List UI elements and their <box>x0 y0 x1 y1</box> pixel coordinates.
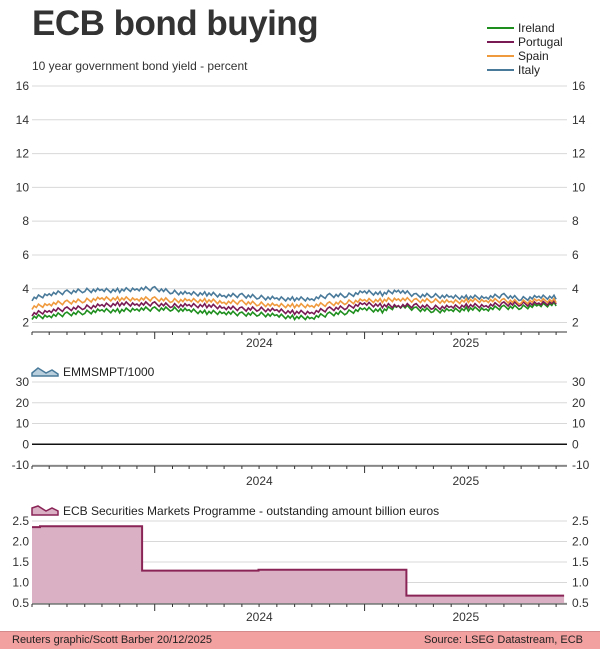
panel-2-x-label: 2025 <box>452 474 479 488</box>
panel-2-ytick-right: 0 <box>572 437 579 451</box>
panel-3-title: ECB Securities Markets Programme - outst… <box>63 504 439 518</box>
panel-1-ytick-left: 2 <box>22 316 29 330</box>
legend-label-ireland: Ireland <box>518 21 555 35</box>
panel-1-ytick-right: 12 <box>572 147 586 161</box>
panel-1-ytick-left: 16 <box>16 79 30 93</box>
panel-2-label-swatch <box>31 367 59 377</box>
panel-3-ytick-right: 2.5 <box>572 514 589 528</box>
panel-3-ytick-left: 2.5 <box>12 514 29 528</box>
series-line-italy <box>31 285 557 303</box>
panel-2-ytick-right: -10 <box>572 458 590 472</box>
panel-1-ytick-right: 8 <box>572 214 579 228</box>
legend-label-italy: Italy <box>518 63 541 77</box>
panel-2-ytick-left: 0 <box>22 437 29 451</box>
panel-3-ytick-left: 1.5 <box>12 555 29 569</box>
panel-1-ytick-right: 10 <box>572 180 586 194</box>
panel-3-label-swatch <box>31 505 59 516</box>
page-title: ECB bond buying <box>32 4 319 43</box>
series-area-smp <box>32 526 565 603</box>
panel-3-x-label: 2024 <box>246 610 273 624</box>
legend: Ireland Portugal Spain Italy <box>487 21 563 77</box>
legend-item-ireland: Ireland <box>487 21 563 35</box>
panel-3-x-label: 2025 <box>452 610 479 624</box>
panel-3-ytick-right: 2.0 <box>572 535 589 549</box>
panel-1-ytick-right: 14 <box>572 113 586 127</box>
panel-3-ytick-left: 0.5 <box>12 596 29 610</box>
panel-2-label: EMMSMPT/1000 <box>31 365 155 379</box>
panel-1-x-label: 2024 <box>246 336 273 350</box>
series-line-ireland <box>31 300 557 322</box>
panel-2-ytick-right: 30 <box>572 375 586 389</box>
panel-2-x-label: 2024 <box>246 474 273 488</box>
panel-3-label: ECB Securities Markets Programme - outst… <box>31 504 439 518</box>
panel-2-ytick-right: 20 <box>572 396 586 410</box>
panel-1-ytick-left: 12 <box>16 147 30 161</box>
panel-1-ytick-right: 6 <box>572 248 579 262</box>
series-line-smp <box>32 525 565 597</box>
legend-swatch-ireland <box>487 27 514 29</box>
panel-1-ytick-left: 8 <box>22 214 29 228</box>
panel-3-ytick-right: 0.5 <box>572 596 589 610</box>
footer-band: Reuters graphic/Scott Barber 20/12/2025 … <box>0 631 600 649</box>
panel-1-ytick-right: 16 <box>572 79 586 93</box>
panel-1-x-label: 2025 <box>452 336 479 350</box>
legend-item-italy: Italy <box>487 63 563 77</box>
series-line-spain <box>31 295 557 310</box>
panel-1-ytick-left: 10 <box>16 180 30 194</box>
panel-3-ytick-left: 2.0 <box>12 535 29 549</box>
panel-1-ytick-right: 4 <box>572 282 579 296</box>
legend-swatch-italy <box>487 69 514 71</box>
panel-2-title: EMMSMPT/1000 <box>63 365 155 379</box>
legend-label-portugal: Portugal <box>518 35 563 49</box>
panel-2-ytick-right: 10 <box>572 417 586 431</box>
footer-credit: Reuters graphic/Scott Barber 20/12/2025 <box>12 634 212 646</box>
chart-subtitle: 10 year government bond yield - percent <box>32 59 248 73</box>
panel-2-ytick-left: -10 <box>12 458 30 472</box>
charts-svg: EMMSMPT/1000 ECB Securities Markets Prog… <box>12 79 590 624</box>
panel-3-ytick-left: 1.0 <box>12 576 29 590</box>
panel-2-ytick-left: 30 <box>16 375 30 389</box>
legend-swatch-spain <box>487 55 514 57</box>
series-line-portugal <box>31 298 557 317</box>
panel-1-ytick-right: 2 <box>572 316 579 330</box>
panel-2-ytick-left: 20 <box>16 396 30 410</box>
footer-source: Source: LSEG Datastream, ECB <box>424 634 583 646</box>
legend-item-spain: Spain <box>487 49 563 63</box>
legend-item-portugal: Portugal <box>487 35 563 49</box>
panel-2-ytick-left: 10 <box>16 417 30 431</box>
panel-3-ytick-right: 1.5 <box>572 555 589 569</box>
panel-1-ytick-left: 14 <box>16 113 30 127</box>
panel-1-ytick-left: 6 <box>22 248 29 262</box>
panel-3-ytick-right: 1.0 <box>572 576 589 590</box>
legend-swatch-portugal <box>487 41 514 43</box>
legend-label-spain: Spain <box>518 49 549 63</box>
panel-1-ytick-left: 4 <box>22 282 29 296</box>
